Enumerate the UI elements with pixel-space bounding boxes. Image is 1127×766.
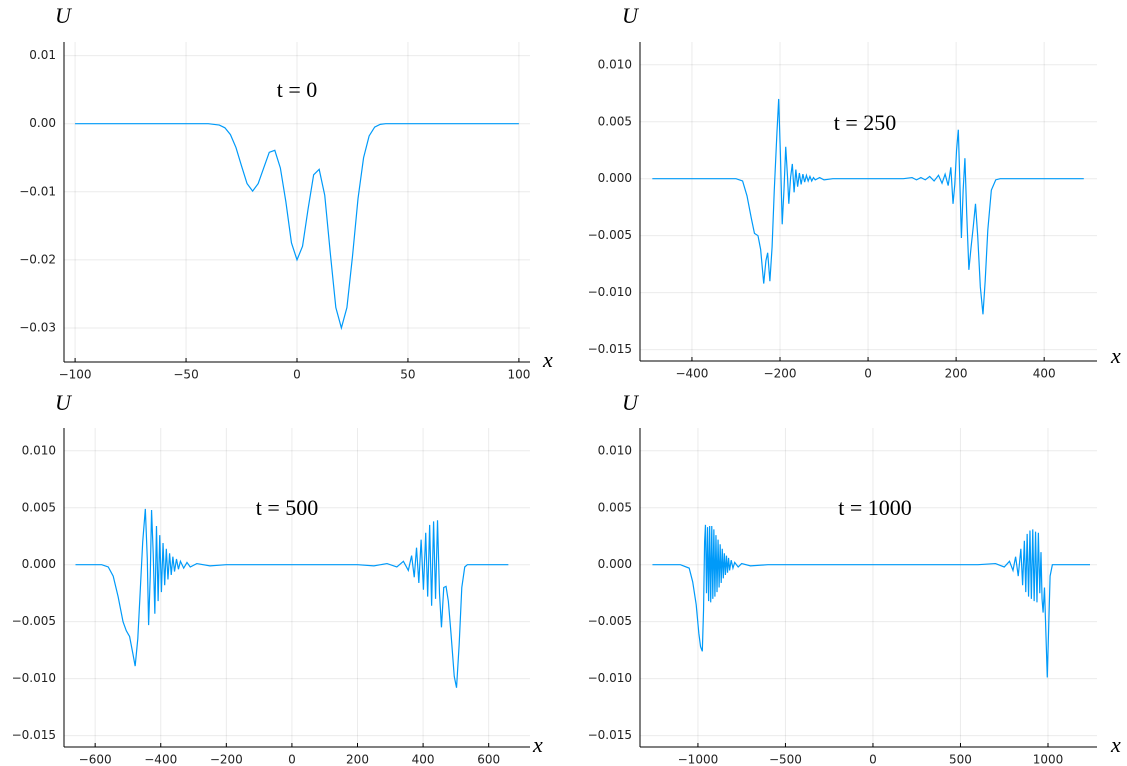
subplot: 0.010 0.005 0.000 −0.005 −0.010 −0.015 −600 −40… bbox=[12, 390, 543, 766]
y-tick-label: −0.015 bbox=[12, 728, 56, 742]
x-tick-label: −200 bbox=[764, 367, 797, 381]
x-tick-label: −1000 bbox=[678, 753, 719, 766]
y-tick-label: −0.005 bbox=[588, 614, 632, 628]
x-tick-label: 50 bbox=[400, 368, 415, 382]
x-tick-label: 200 bbox=[346, 753, 369, 766]
x-tick-label: 200 bbox=[945, 367, 968, 381]
y-tick-label: 0.010 bbox=[22, 443, 56, 457]
subplot: 0.010 0.005 0.000 −0.005 −0.010 −0.015 −400 −20… bbox=[588, 3, 1121, 380]
x-tick-label: −200 bbox=[210, 753, 243, 766]
annotation: t = 0 bbox=[277, 77, 318, 102]
x-tick-label: −400 bbox=[675, 367, 708, 381]
x-axis-label: x bbox=[1110, 343, 1121, 368]
data-line bbox=[652, 98, 1084, 315]
y-tick-label: −0.005 bbox=[12, 614, 56, 628]
y-axis-label: U bbox=[55, 3, 73, 28]
x-tick-label: 400 bbox=[412, 753, 435, 766]
y-tick-label: 0.005 bbox=[598, 500, 632, 514]
x-tick-label: 100 bbox=[507, 368, 530, 382]
y-tick-label: −0.010 bbox=[588, 285, 632, 299]
subplot: 0.01 0.00 −0.01 −0.02 −0.03 −100 −50 0 50 100 Ux t … bbox=[19, 3, 553, 381]
y-tick-label: −0.010 bbox=[12, 671, 56, 685]
x-axis-label: x bbox=[542, 347, 553, 372]
y-tick-label: −0.02 bbox=[19, 252, 56, 266]
y-tick-label: −0.015 bbox=[588, 728, 632, 742]
x-tick-label: 0 bbox=[293, 368, 301, 382]
x-tick-label: −600 bbox=[79, 753, 112, 766]
y-tick-label: 0.01 bbox=[29, 48, 56, 62]
x-tick-label: 1000 bbox=[1033, 753, 1064, 766]
annotation: t = 1000 bbox=[838, 495, 912, 520]
annotation: t = 500 bbox=[256, 495, 319, 520]
y-tick-label: −0.03 bbox=[19, 320, 56, 334]
data-line bbox=[75, 508, 509, 688]
y-tick-label: 0.00 bbox=[29, 116, 56, 130]
x-tick-label: −50 bbox=[173, 368, 198, 382]
x-tick-label: 500 bbox=[949, 753, 972, 766]
y-tick-label: 0.010 bbox=[598, 443, 632, 457]
subplot: 0.010 0.005 0.000 −0.005 −0.010 −0.015 −1000 −5… bbox=[588, 390, 1121, 766]
x-axis-label: x bbox=[532, 732, 543, 757]
x-tick-label: −100 bbox=[59, 368, 92, 382]
y-tick-label: 0.000 bbox=[22, 557, 56, 571]
y-tick-label: 0.005 bbox=[22, 500, 56, 514]
data-line bbox=[75, 123, 519, 331]
data-line bbox=[652, 524, 1090, 678]
x-tick-label: −500 bbox=[769, 753, 802, 766]
y-tick-label: −0.015 bbox=[588, 342, 632, 356]
y-axis-label: U bbox=[622, 390, 640, 415]
x-axis-label: x bbox=[1110, 732, 1121, 757]
x-tick-label: 0 bbox=[864, 367, 872, 381]
y-tick-label: 0.010 bbox=[598, 57, 632, 71]
x-tick-label: 0 bbox=[288, 753, 296, 766]
y-axis-label: U bbox=[55, 390, 73, 415]
y-tick-label: −0.005 bbox=[588, 228, 632, 242]
y-tick-label: 0.000 bbox=[598, 557, 632, 571]
y-axis-label: U bbox=[622, 3, 640, 28]
annotation: t = 250 bbox=[834, 110, 897, 135]
x-tick-label: −400 bbox=[144, 753, 177, 766]
x-tick-label: 0 bbox=[869, 753, 877, 766]
y-tick-label: 0.000 bbox=[598, 171, 632, 185]
x-tick-label: 600 bbox=[477, 753, 500, 766]
y-tick-label: −0.01 bbox=[19, 184, 56, 198]
y-tick-label: −0.010 bbox=[588, 671, 632, 685]
x-tick-label: 400 bbox=[1033, 367, 1056, 381]
y-tick-label: 0.005 bbox=[598, 114, 632, 128]
